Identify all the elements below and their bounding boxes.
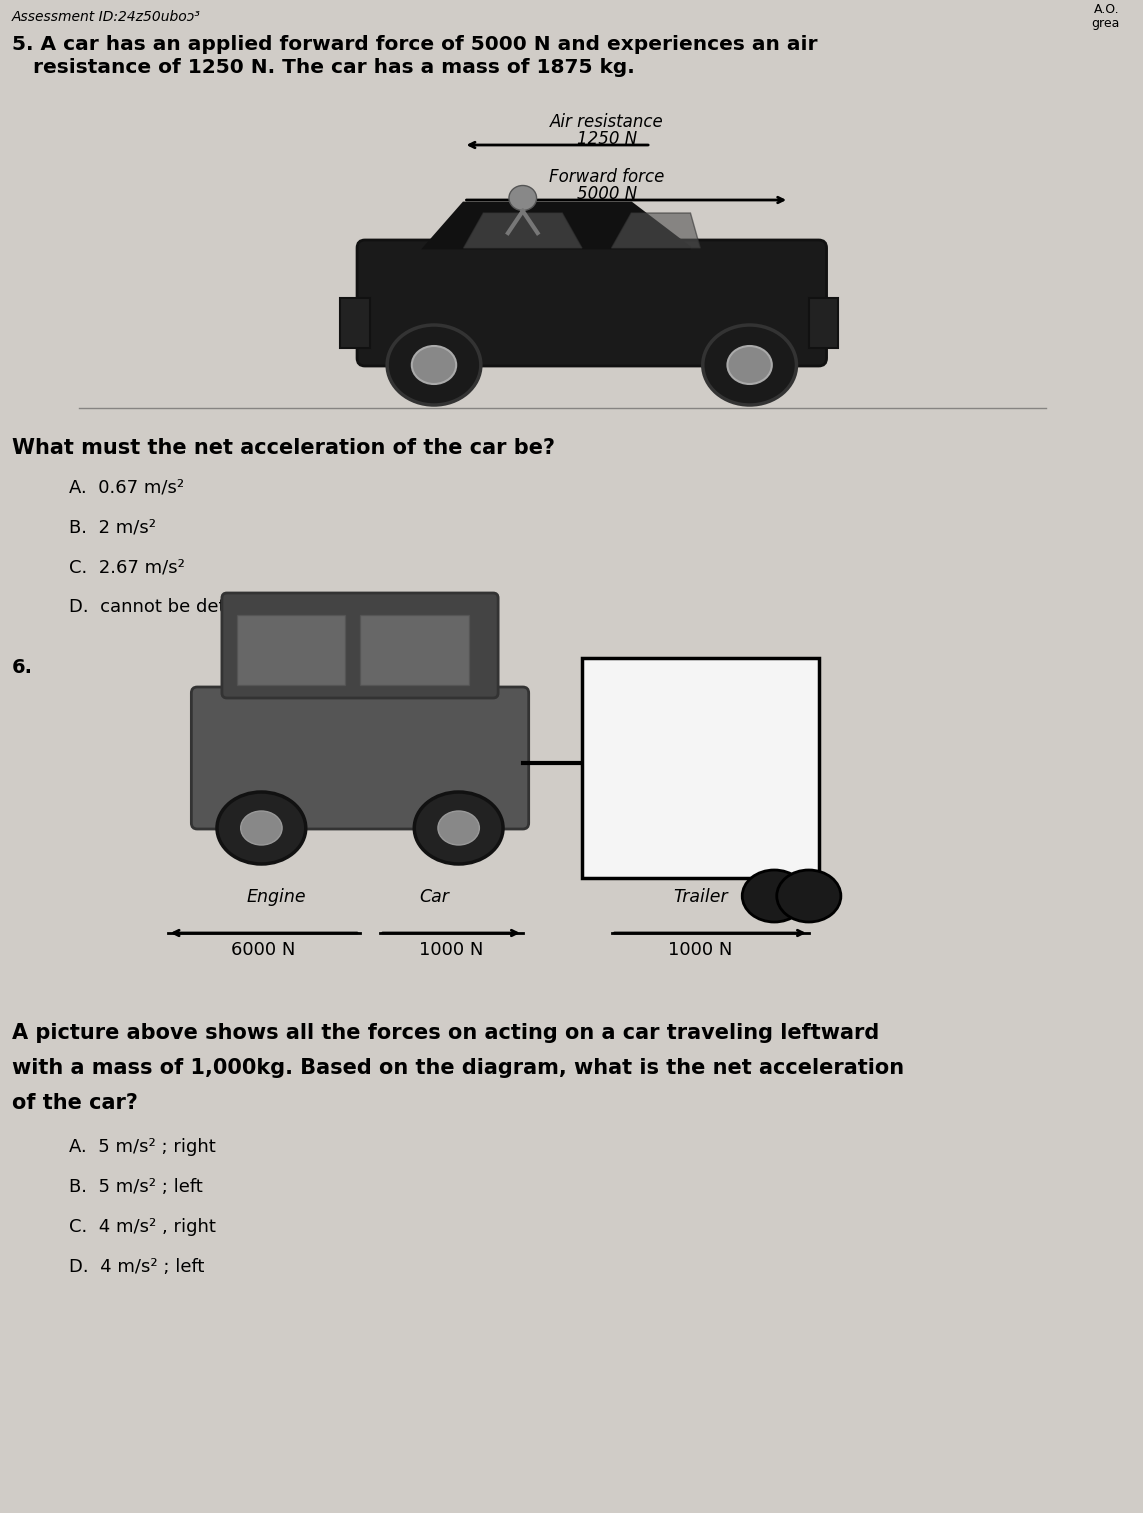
- Text: grea: grea: [1092, 17, 1119, 30]
- Bar: [582, 658, 818, 878]
- Ellipse shape: [703, 325, 797, 405]
- Text: Engine: Engine: [247, 888, 306, 906]
- Text: C.  2.67 m/s²: C. 2.67 m/s²: [69, 558, 185, 576]
- Ellipse shape: [217, 791, 306, 864]
- Text: 1250 N: 1250 N: [576, 130, 637, 148]
- Text: 5. A car has an applied forward force of 5000 N and experiences an air: 5. A car has an applied forward force of…: [11, 35, 817, 54]
- Text: What must the net acceleration of the car be?: What must the net acceleration of the ca…: [11, 437, 554, 458]
- Text: Assessment ID:24z50uboɔ³: Assessment ID:24z50uboɔ³: [11, 11, 201, 24]
- Text: A.  0.67 m/s²: A. 0.67 m/s²: [69, 478, 184, 496]
- Text: 5000 N: 5000 N: [576, 185, 637, 203]
- FancyBboxPatch shape: [357, 241, 826, 366]
- Text: of the car?: of the car?: [11, 1092, 137, 1114]
- Text: 6000 N: 6000 N: [231, 941, 296, 959]
- FancyBboxPatch shape: [191, 687, 529, 829]
- Text: Trailer: Trailer: [673, 888, 728, 906]
- Polygon shape: [612, 213, 701, 248]
- Text: D.  cannot be determined: D. cannot be determined: [69, 598, 301, 616]
- Polygon shape: [424, 203, 690, 248]
- Ellipse shape: [387, 325, 481, 405]
- Text: D.  4 m/s² ; left: D. 4 m/s² ; left: [69, 1257, 205, 1275]
- Ellipse shape: [727, 346, 772, 384]
- Ellipse shape: [777, 870, 841, 921]
- Ellipse shape: [411, 346, 456, 384]
- Polygon shape: [464, 213, 582, 248]
- Ellipse shape: [414, 791, 503, 864]
- Text: 6.: 6.: [11, 658, 33, 676]
- Ellipse shape: [241, 811, 282, 844]
- Text: 1000 N: 1000 N: [669, 941, 733, 959]
- Text: A.  5 m/s² ; right: A. 5 m/s² ; right: [69, 1138, 216, 1156]
- Text: B.  5 m/s² ; left: B. 5 m/s² ; left: [69, 1179, 202, 1195]
- Text: Car: Car: [419, 888, 449, 906]
- Text: resistance of 1250 N. The car has a mass of 1875 kg.: resistance of 1250 N. The car has a mass…: [11, 57, 634, 77]
- Text: B.  2 m/s²: B. 2 m/s²: [69, 517, 157, 536]
- Ellipse shape: [742, 870, 806, 921]
- Text: Air resistance: Air resistance: [550, 113, 663, 132]
- Text: 1000 N: 1000 N: [418, 941, 483, 959]
- Text: with a mass of 1,000kg. Based on the diagram, what is the net acceleration: with a mass of 1,000kg. Based on the dia…: [11, 1058, 904, 1077]
- Text: A picture above shows all the forces on acting on a car traveling leftward: A picture above shows all the forces on …: [11, 1023, 879, 1042]
- Ellipse shape: [509, 186, 536, 210]
- Bar: [809, 298, 839, 348]
- Bar: [237, 614, 345, 685]
- Bar: [360, 614, 469, 685]
- Text: C.  4 m/s² , right: C. 4 m/s² , right: [69, 1218, 216, 1236]
- FancyBboxPatch shape: [222, 593, 498, 697]
- Ellipse shape: [438, 811, 479, 844]
- Text: Forward force: Forward force: [549, 168, 664, 186]
- Text: A.O.: A.O.: [1094, 3, 1119, 17]
- Bar: [341, 298, 370, 348]
